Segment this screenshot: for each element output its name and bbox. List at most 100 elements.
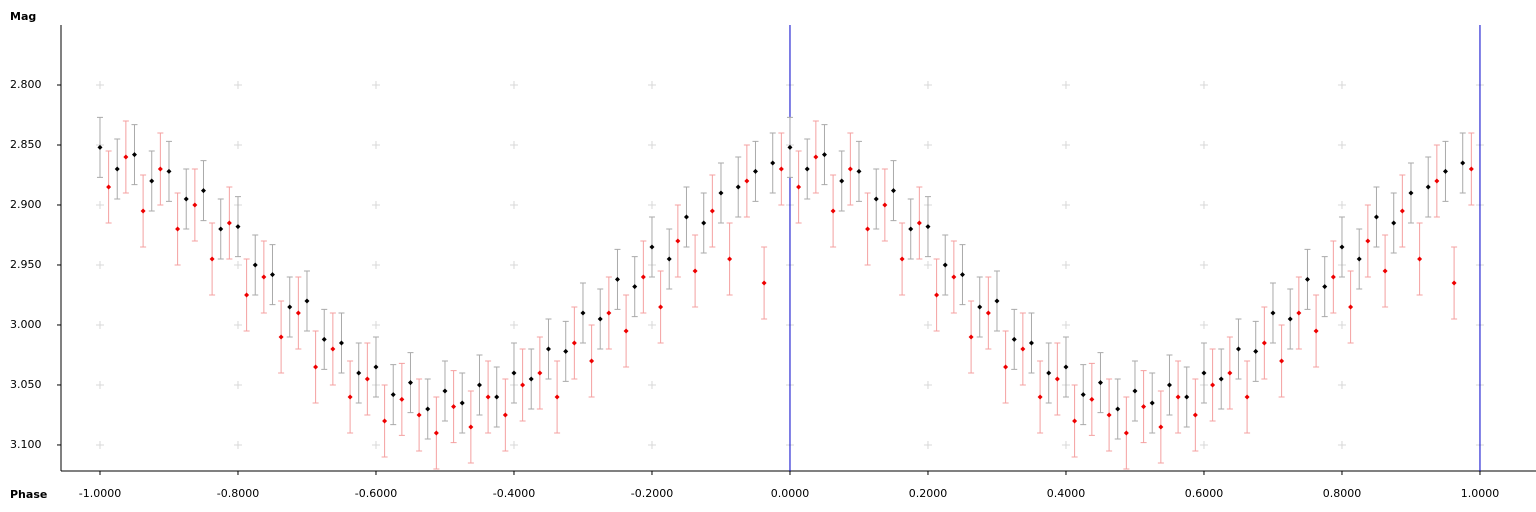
data-point <box>951 274 957 280</box>
data-point <box>632 284 638 290</box>
data-point <box>683 214 689 220</box>
data-point <box>1072 418 1078 424</box>
data-point <box>640 274 646 280</box>
grid-cross <box>1199 260 1208 269</box>
data-point <box>1417 256 1423 262</box>
grid-cross <box>647 320 656 329</box>
data-point <box>416 412 422 418</box>
x-tick-label: -0.8000 <box>217 487 259 500</box>
grid-cross <box>1199 80 1208 89</box>
grid-cross <box>1337 320 1346 329</box>
y-tick-label: 3.000 <box>10 318 42 331</box>
data-point <box>804 166 810 172</box>
data-point <box>1141 404 1147 410</box>
data-point <box>658 304 664 310</box>
data-point <box>175 226 181 232</box>
data-point <box>1322 284 1328 290</box>
grid-cross <box>509 440 518 449</box>
data-point <box>752 168 758 174</box>
data-point <box>718 190 724 196</box>
data-point <box>502 412 508 418</box>
grid-cross <box>923 380 932 389</box>
x-tick-label: -1.0000 <box>79 487 121 500</box>
data-point <box>1054 376 1060 382</box>
data-point <box>606 310 612 316</box>
data-point <box>830 208 836 214</box>
grid-cross <box>371 440 380 449</box>
data-point <box>330 346 336 352</box>
grid-cross <box>923 320 932 329</box>
y-tick-label: 2.900 <box>10 198 42 211</box>
data-point <box>580 310 586 316</box>
x-tick-label: 0.4000 <box>1047 487 1086 500</box>
data-point <box>252 262 258 268</box>
data-point <box>934 292 940 298</box>
data-point <box>485 394 491 400</box>
data-point <box>1253 348 1259 354</box>
data-point <box>865 226 871 232</box>
data-point <box>313 364 319 370</box>
grid-cross <box>95 80 104 89</box>
data-point <box>1184 394 1190 400</box>
grid-cross <box>923 80 932 89</box>
data-point <box>468 424 474 430</box>
data-point <box>218 226 224 232</box>
grid-cross <box>923 140 932 149</box>
data-point <box>1201 370 1207 376</box>
data-point <box>1244 394 1250 400</box>
grid-cross <box>371 140 380 149</box>
grid-cross <box>509 140 518 149</box>
grid-cross <box>647 80 656 89</box>
grid-cross <box>1199 440 1208 449</box>
data-point <box>157 166 163 172</box>
data-point <box>1382 268 1388 274</box>
data-point <box>614 276 620 282</box>
grid-cross <box>1337 440 1346 449</box>
data-point <box>451 404 457 410</box>
data-point <box>1149 400 1155 406</box>
grid-cross <box>233 320 242 329</box>
data-point <box>839 178 845 184</box>
grid-cross <box>95 440 104 449</box>
data-point <box>1399 208 1405 214</box>
x-tick-label: -0.6000 <box>355 487 397 500</box>
data-point <box>1287 316 1293 322</box>
data-point <box>1106 412 1112 418</box>
data-point <box>701 220 707 226</box>
data-point <box>1011 336 1017 342</box>
data-point <box>511 370 517 376</box>
data-point <box>959 272 965 278</box>
grid-cross <box>1199 200 1208 209</box>
y-axis-label: Mag <box>10 10 36 23</box>
grid-cross <box>371 260 380 269</box>
data-point <box>977 304 983 310</box>
grid-cross <box>923 260 932 269</box>
data-point <box>761 280 767 286</box>
y-tick-label: 2.950 <box>10 258 42 271</box>
grid-cross <box>1199 320 1208 329</box>
data-point <box>338 340 344 346</box>
data-point <box>183 196 189 202</box>
grid-cross <box>647 440 656 449</box>
grid-cross <box>647 380 656 389</box>
grid-cross <box>1337 380 1346 389</box>
data-point <box>1460 160 1466 166</box>
data-point <box>545 346 551 352</box>
data-point <box>149 178 155 184</box>
data-point <box>770 160 776 166</box>
data-point <box>200 188 206 194</box>
data-point <box>1270 310 1276 316</box>
data-point <box>373 364 379 370</box>
data-point <box>796 184 802 190</box>
y-tick-label: 2.850 <box>10 138 42 151</box>
grid-cross <box>1061 260 1070 269</box>
grid-cross <box>371 200 380 209</box>
data-point <box>873 196 879 202</box>
data-point <box>123 154 129 160</box>
data-point <box>166 168 172 174</box>
data-point <box>244 292 250 298</box>
grid-cross <box>1337 140 1346 149</box>
grid-cross <box>509 200 518 209</box>
data-point <box>813 154 819 160</box>
